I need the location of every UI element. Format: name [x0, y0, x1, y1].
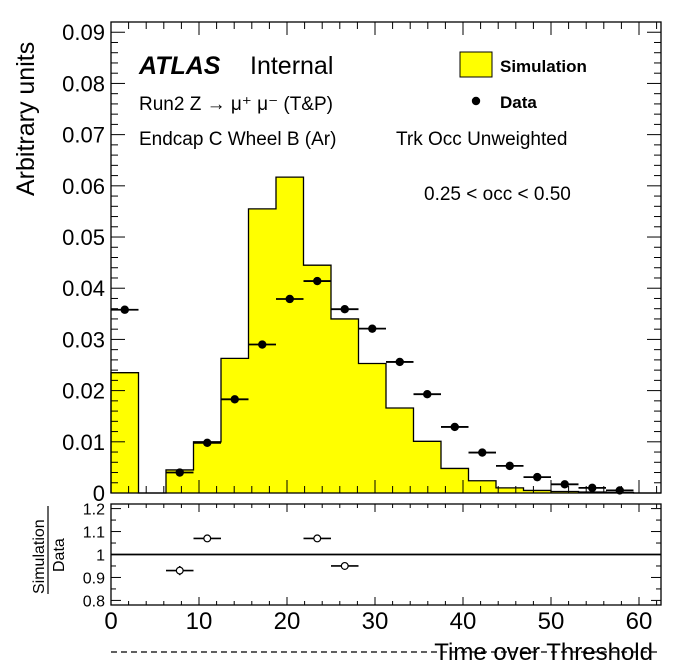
y-tick-label: 0.09: [62, 20, 105, 45]
simulation-bar: [468, 480, 496, 493]
data-point: [505, 461, 514, 471]
data-point: [478, 448, 487, 457]
simulation-bar: [523, 490, 551, 493]
y-tick-label: 0.03: [62, 327, 105, 352]
ratio-point: [340, 561, 349, 570]
data-point: [395, 357, 404, 367]
ratio-y-axis-title: Simulation Data: [31, 506, 68, 594]
simulation-bar: [276, 177, 304, 493]
simulation-bar: [331, 318, 359, 493]
simulation-outline: [110, 176, 661, 494]
y-tick-label: 0.05: [62, 225, 105, 250]
occupancy-label: 0.25 < occ < 0.50: [424, 184, 571, 205]
ratio-point: [203, 534, 212, 543]
ratio-point: [313, 534, 322, 543]
data-point: [615, 486, 624, 495]
data-point: [258, 340, 267, 349]
simulation-bar: [413, 441, 441, 493]
ratio-y-tick-label: 1.2: [83, 502, 105, 519]
x-tick-label: 60: [626, 608, 653, 635]
simulation-bar: [386, 408, 414, 493]
ratio-y-tick-label: 0.9: [83, 570, 105, 587]
simulation-histogram: [110, 176, 661, 494]
simulation-bar: [248, 208, 276, 493]
y-tick-label: 0.04: [62, 276, 105, 301]
y-axis-title: Arbitrary units: [12, 42, 40, 196]
data-point: [203, 438, 212, 448]
process-label: Run2 Z → μ⁺ μ⁻ (T&P): [139, 94, 333, 115]
y-tick-label: 0.07: [62, 123, 105, 148]
data-point: [313, 276, 322, 286]
x-axis-title: Time over Threshold: [434, 639, 653, 666]
data-point: [560, 480, 569, 489]
simulation-bar: [193, 441, 221, 493]
y-tick-label: 0.02: [62, 379, 105, 404]
x-tick-label: 50: [538, 608, 565, 635]
atlas-label: ATLAS: [138, 52, 221, 80]
simulation-bar: [496, 487, 524, 493]
x-tick-label: 40: [450, 608, 477, 635]
y-tick-label: 0.08: [62, 71, 105, 96]
x-tick-label: 20: [274, 608, 301, 635]
data-points: [111, 276, 634, 495]
region-label: Endcap C Wheel B (Ar): [139, 129, 336, 150]
ratio-y-tick-label: 1.1: [83, 525, 105, 542]
ratio-y-axis: 0.8 0.9 1 1.1 1.2: [83, 502, 661, 610]
ratio-point: [175, 566, 184, 575]
data-point: [120, 305, 129, 314]
simulation-bar: [166, 469, 194, 493]
legend-simulation-swatch: [459, 51, 493, 78]
x-tick-label: 0: [104, 608, 117, 635]
internal-label: Internal: [250, 52, 333, 80]
y-tick-label: 0: [93, 481, 105, 506]
simulation-bar: [303, 265, 331, 493]
data-point: [533, 472, 542, 482]
ratio-y-tick-label: 1: [96, 548, 105, 565]
main-y-axis: 0 0.01 0.02 0.03 0.04 0.05 0.06 0.07 0.08 0.09: [62, 20, 661, 506]
data-point: [340, 305, 349, 314]
weighting-label: Trk Occ Unweighted: [396, 129, 567, 150]
y-tick-label: 0.06: [62, 174, 105, 199]
ratio-y-tick-label: 0.8: [83, 593, 105, 610]
x-axis: 0 10 20 30 40 50 60: [104, 504, 661, 653]
data-point: [285, 294, 294, 304]
ratio-ylabel-numerator: Simulation: [31, 519, 48, 594]
legend: Simulation Data: [459, 51, 587, 112]
data-point: [230, 395, 239, 404]
simulation-bar: [358, 363, 386, 493]
ratio-points: [166, 534, 359, 576]
main-x-ticks: [110, 22, 658, 493]
legend-simulation-label: Simulation: [500, 57, 587, 76]
x-tick-label: 30: [362, 608, 389, 635]
data-point: [175, 468, 184, 477]
legend-data-label: Data: [500, 93, 537, 112]
data-point: [423, 389, 432, 399]
ratio-ylabel-denominator: Data: [51, 538, 68, 572]
data-point: [368, 324, 377, 333]
y-tick-label: 0.01: [62, 430, 105, 455]
legend-data-marker: [471, 96, 481, 106]
data-point: [450, 422, 459, 432]
x-tick-label: 10: [186, 608, 213, 635]
simulation-bar: [551, 491, 579, 493]
simulation-bar: [221, 358, 249, 493]
data-point: [588, 483, 597, 493]
